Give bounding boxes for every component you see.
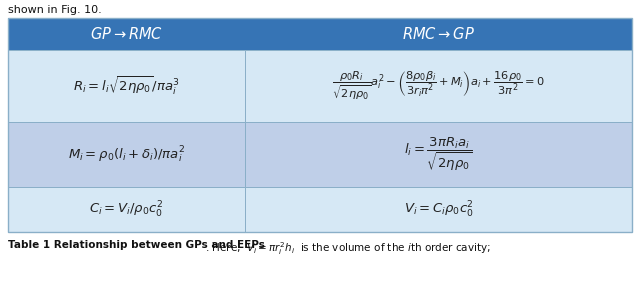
Text: $\dfrac{\rho_0 R_i}{\sqrt{2\eta\rho_0}}a_i^2 - \left(\dfrac{8\rho_0\beta_i}{3r_i: $\dfrac{\rho_0 R_i}{\sqrt{2\eta\rho_0}}a… — [332, 70, 545, 102]
Text: $R_i = l_i\sqrt{2\eta\rho_0}/\pi a_i^3$: $R_i = l_i\sqrt{2\eta\rho_0}/\pi a_i^3$ — [73, 75, 180, 97]
Text: $\mathit{RMC} \rightarrow \mathit{GP}$: $\mathit{RMC} \rightarrow \mathit{GP}$ — [402, 26, 475, 42]
Text: $V_i = C_i\rho_0 c_0^2$: $V_i = C_i\rho_0 c_0^2$ — [404, 199, 474, 220]
Bar — [245, 50, 632, 122]
Text: $\mathit{GP} \rightarrow \mathit{RMC}$: $\mathit{GP} \rightarrow \mathit{RMC}$ — [90, 26, 163, 42]
Text: $M_i = \rho_0(l_i + \delta_i)/\pi a_i^2$: $M_i = \rho_0(l_i + \delta_i)/\pi a_i^2$ — [68, 144, 186, 165]
Bar — [8, 187, 245, 232]
Bar — [8, 50, 245, 122]
Bar — [8, 18, 632, 50]
Bar — [245, 187, 632, 232]
Text: $l_i = \dfrac{3\pi R_i a_i}{\sqrt{2\eta\rho_0}}$: $l_i = \dfrac{3\pi R_i a_i}{\sqrt{2\eta\… — [404, 136, 473, 173]
Text: . Here,  $V_i = \pi r_i^2 h_i$  is the volume of the $i$th order cavity;: . Here, $V_i = \pi r_i^2 h_i$ is the vol… — [205, 240, 491, 257]
Text: Table 1 Relationship between GPs and EEPs: Table 1 Relationship between GPs and EEP… — [8, 240, 265, 250]
Text: $C_i = V_i/\rho_0 c_0^2$: $C_i = V_i/\rho_0 c_0^2$ — [90, 199, 164, 220]
Bar — [245, 122, 632, 187]
Bar — [8, 18, 632, 232]
Text: shown in Fig. 10.: shown in Fig. 10. — [8, 5, 102, 15]
Bar — [8, 122, 245, 187]
